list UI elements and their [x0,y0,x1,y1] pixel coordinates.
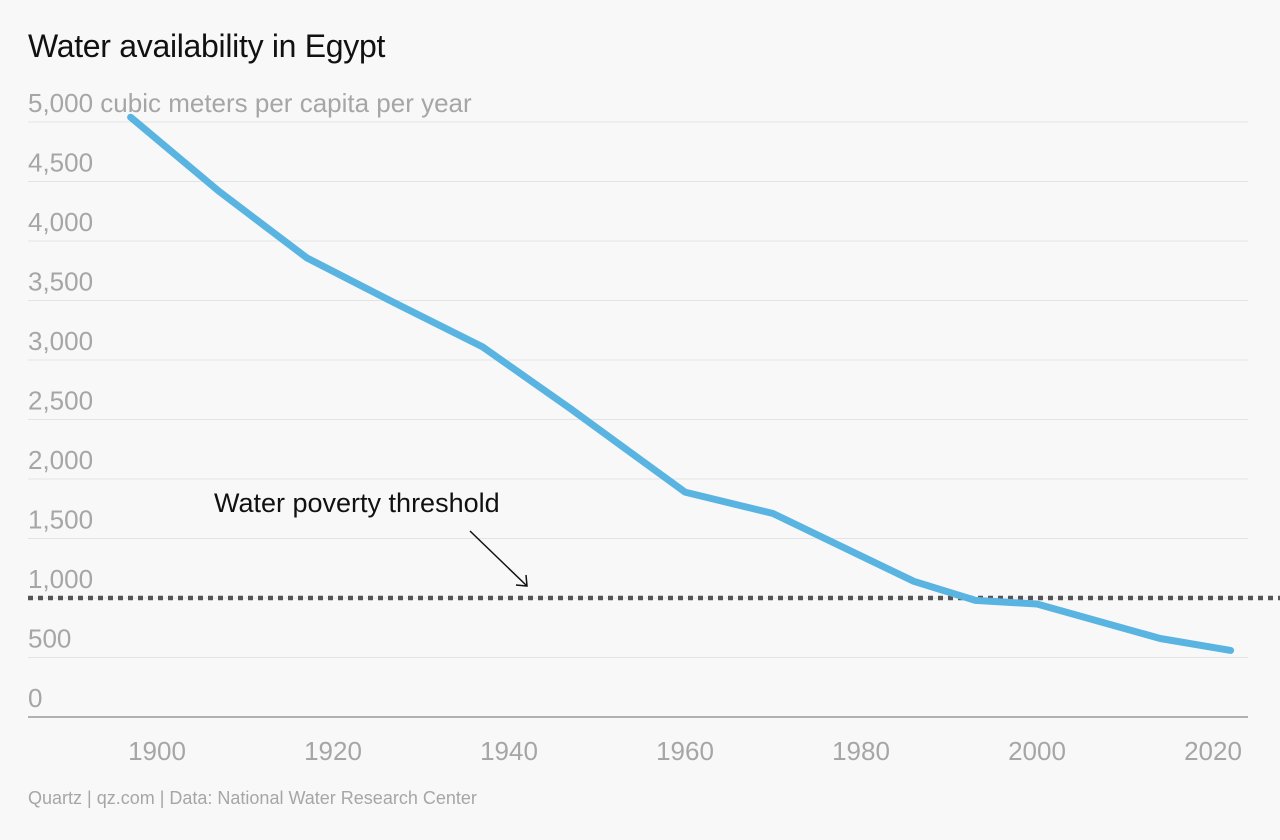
y-tick-label: 4,000 [28,207,93,237]
y-tick-label: 1,500 [28,505,93,535]
y-tick-label: 4,500 [28,148,93,178]
y-tick-label: 1,000 [28,564,93,594]
gridlines [28,121,1248,658]
y-tick-label: 500 [28,624,71,654]
x-tick-label: 1900 [128,736,186,766]
x-axis-ticks: 1900 1920 1940 1960 1980 2000 2020 [128,736,1242,766]
y-tick-label: 2,000 [28,445,93,475]
threshold-label: Water poverty threshold [214,488,500,518]
y-tick-label: 5,000 cubic meters per capita per year [28,88,472,118]
y-tick-label: 3,500 [28,267,93,297]
chart-title: Water availability in Egypt [28,28,386,64]
x-tick-label: 1980 [832,736,890,766]
y-tick-label: 3,000 [28,326,93,356]
x-tick-label: 2000 [1008,736,1066,766]
x-tick-label: 1960 [656,736,714,766]
series-line [127,113,1235,654]
threshold-arrow [469,530,528,587]
y-tick-label: 2,500 [28,386,93,416]
source-footer: Quartz | qz.com | Data: National Water R… [28,788,477,808]
y-axis-ticks: 0 500 1,000 1,500 2,000 2,500 3,000 3,500 4,000 4… [28,88,472,713]
y-tick-label: 0 [28,683,42,713]
x-tick-label: 1940 [480,736,538,766]
x-tick-label: 1920 [304,736,362,766]
x-tick-label: 2020 [1184,736,1242,766]
